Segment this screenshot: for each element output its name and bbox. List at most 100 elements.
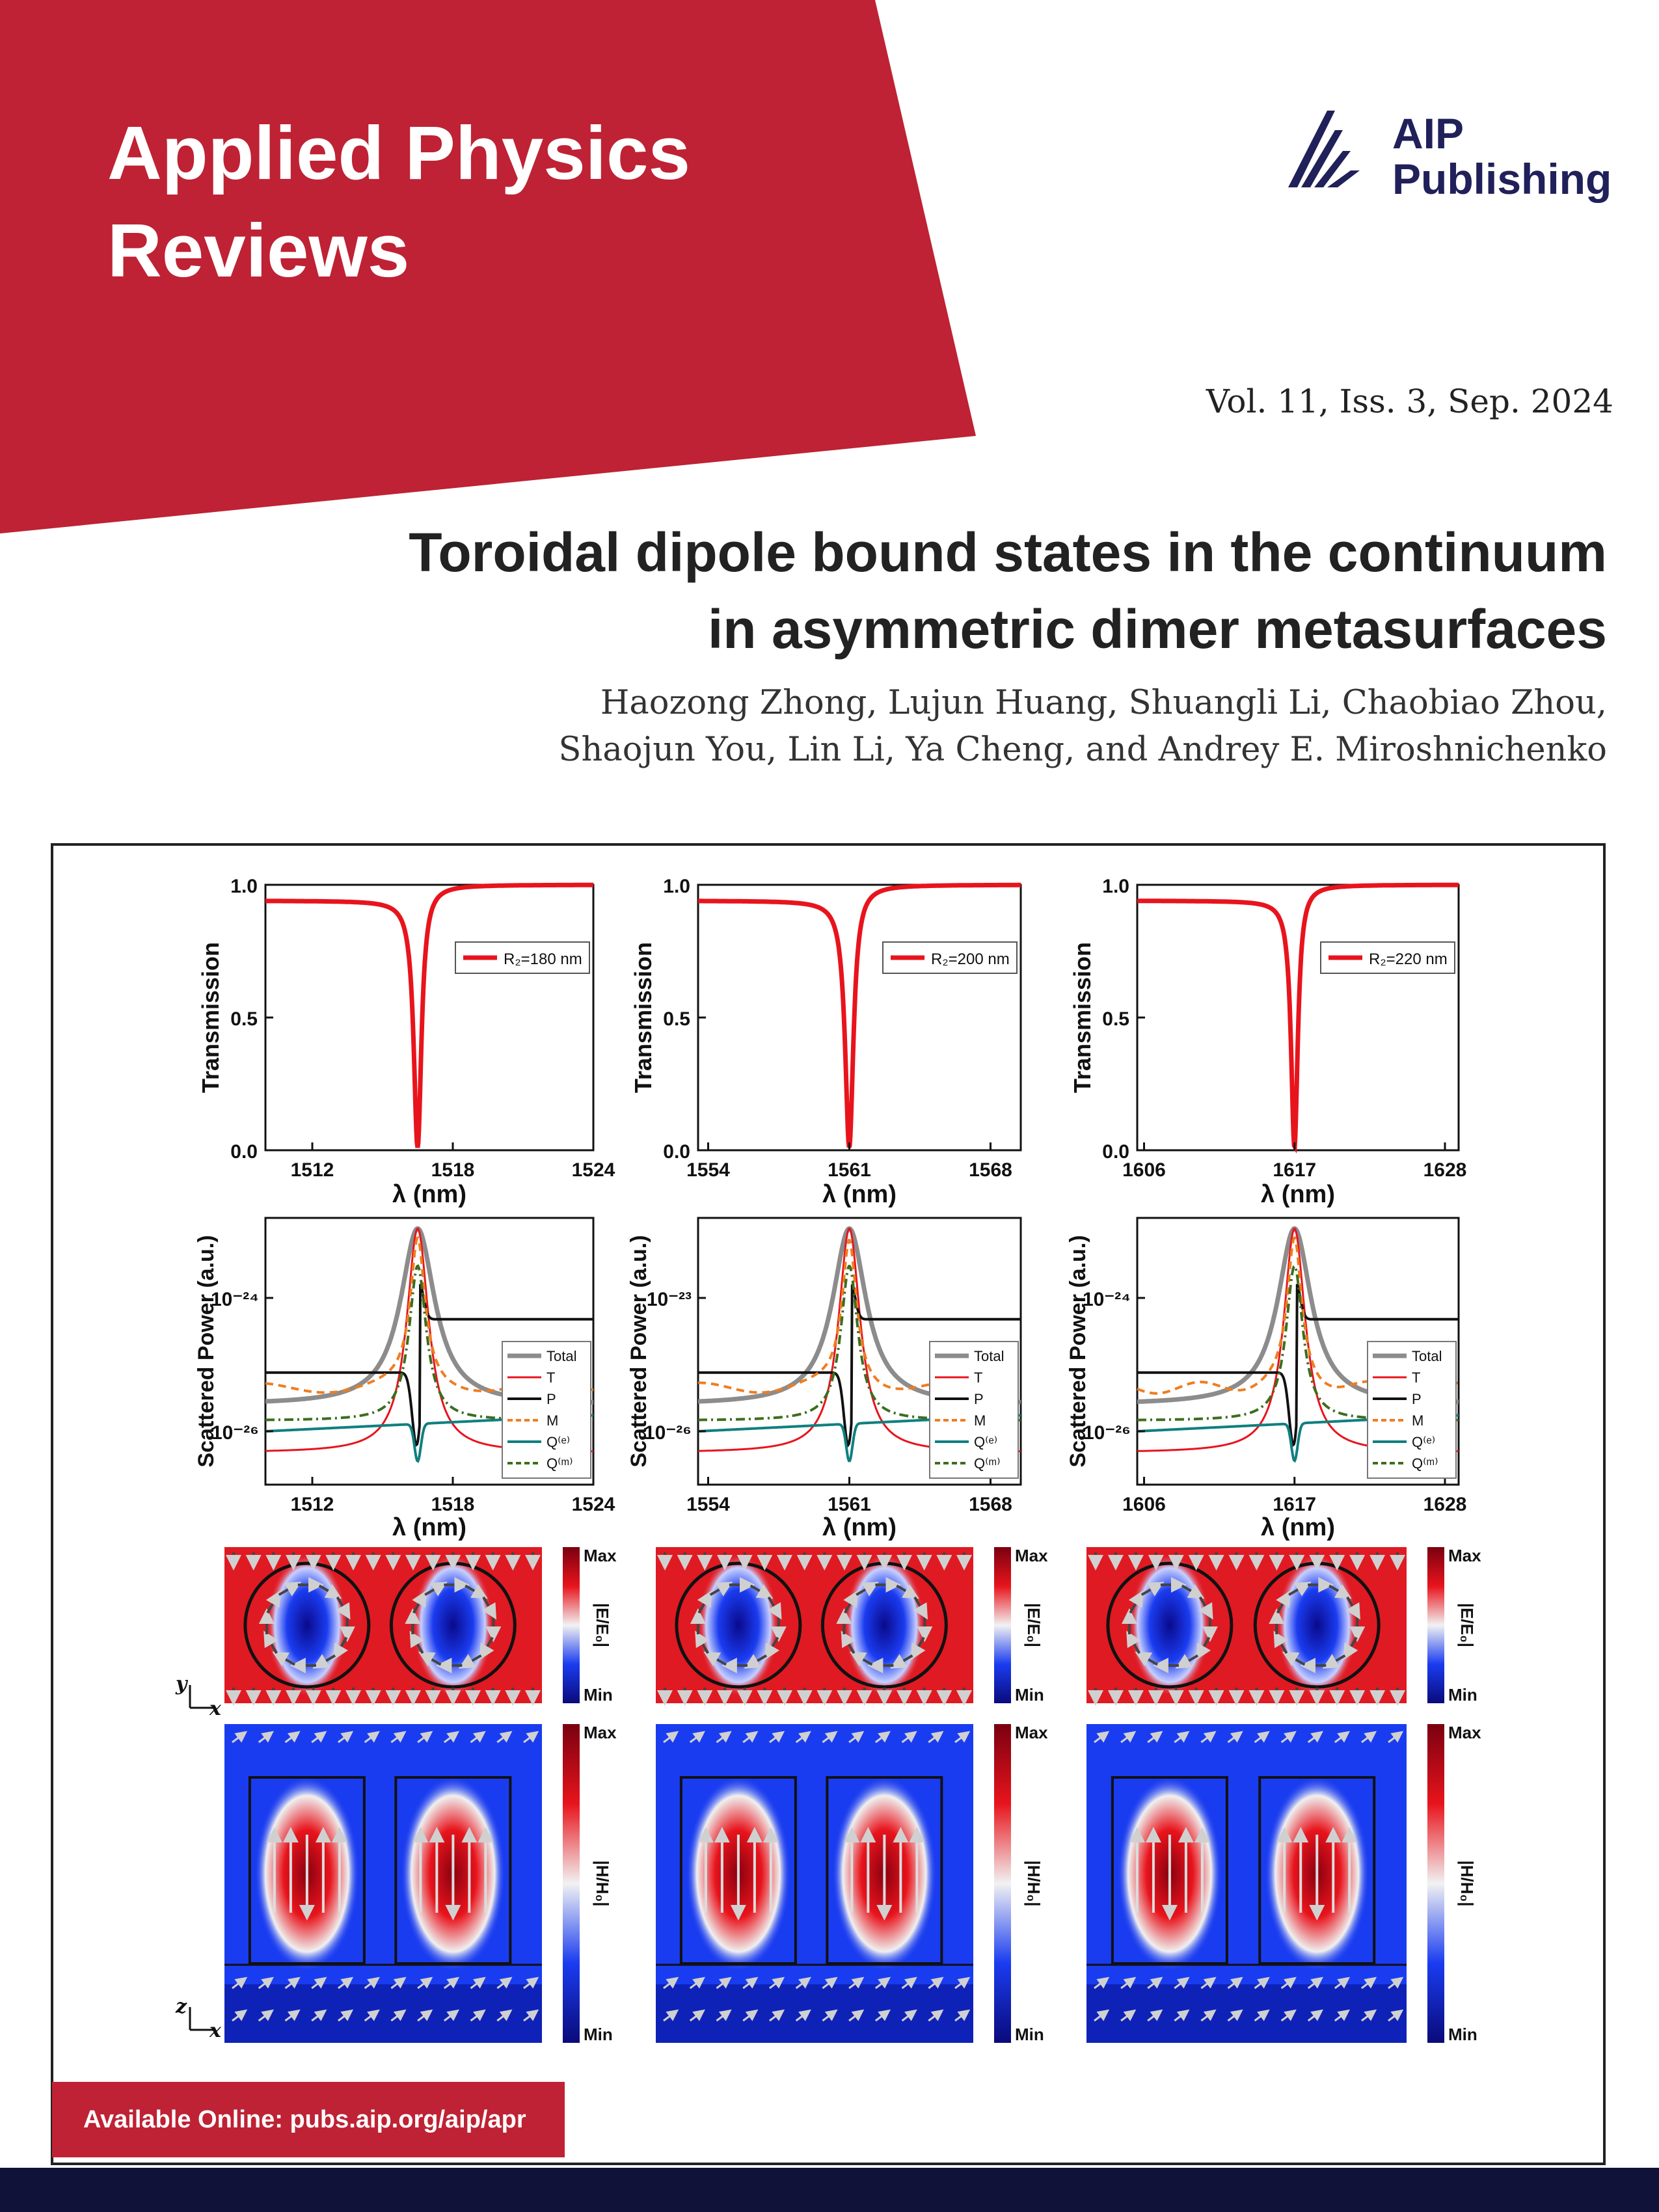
- field-arrow: [663, 2009, 679, 2022]
- series-line: [265, 1284, 593, 1448]
- field-arrow: [1147, 2009, 1163, 2022]
- field-arrow: [1128, 1590, 1144, 1614]
- y-tick-label: 1.0: [663, 876, 690, 897]
- field-arrow: [954, 1976, 971, 1989]
- field-minimum: [412, 1554, 494, 1697]
- series-line: [1137, 1264, 1459, 1422]
- field-arrow: [390, 1976, 407, 1989]
- e-field-map-3: Max Min |E/E₀|: [1086, 1546, 1481, 1706]
- field-arrow: [954, 1731, 971, 1744]
- field-arrow: [848, 1976, 865, 1989]
- x-tick-label: 1554: [686, 1494, 730, 1515]
- field-arrow: [338, 1731, 354, 1744]
- x-tick-label: 1568: [969, 1159, 1012, 1181]
- colorbar: [994, 1547, 1011, 1703]
- x-tick-label: 1518: [431, 1494, 475, 1515]
- available-online-link[interactable]: Available Online: pubs.aip.org/aip/apr: [52, 2082, 565, 2157]
- y-tick-label: 10⁻²⁴: [1083, 1289, 1131, 1310]
- field-arrow: [417, 2009, 433, 2022]
- legend-label: Q⁽ᵐ⁾: [546, 1455, 573, 1472]
- field-arrow: [232, 2009, 248, 2022]
- field-arrow: [742, 1731, 759, 1744]
- footer-bar: [0, 2168, 1659, 2212]
- field-arrow: [716, 2009, 732, 2022]
- journal-title: Applied Physics Reviews: [107, 111, 691, 293]
- field-arrow: [390, 2009, 407, 2022]
- field-arrow: [1254, 2009, 1270, 2022]
- colorbar-max-label: Max: [1015, 1723, 1048, 1742]
- axis-label-x: x: [209, 2019, 222, 2042]
- field-arrow: [874, 1976, 891, 1989]
- colorbar-min-label: Min: [1015, 1685, 1044, 1705]
- field-arrow: [417, 1731, 433, 1744]
- field-arrow: [1174, 1731, 1190, 1744]
- legend-label: Total: [546, 1348, 576, 1364]
- field-arrow: [1126, 1630, 1141, 1654]
- y-axis-label: Transmission: [630, 942, 656, 1093]
- field-arrow: [284, 1731, 301, 1744]
- field-arrow: [1120, 1976, 1137, 1989]
- legend-label: P: [546, 1391, 556, 1407]
- field-arrow: [795, 2009, 811, 2022]
- y-tick-label: 0.0: [1102, 1141, 1129, 1163]
- field-arrow: [769, 1731, 785, 1744]
- field-arrow: [1200, 1976, 1217, 1989]
- field-arrow: [470, 1976, 486, 1989]
- field-arrow: [311, 2009, 327, 2022]
- field-arrow: [822, 1731, 838, 1744]
- field-arrow: [928, 1976, 944, 1989]
- field-arrow: [901, 1731, 917, 1744]
- colorbar: [563, 1547, 580, 1703]
- field-arrow: [911, 1636, 926, 1660]
- x-axis-label: λ (nm): [1261, 1514, 1335, 1541]
- legend-label: Total: [1412, 1348, 1442, 1364]
- y-tick-label: 0.0: [230, 1141, 258, 1163]
- field-arrow: [1135, 1651, 1159, 1667]
- legend-label: T: [546, 1369, 555, 1386]
- field-arrow: [709, 1582, 733, 1597]
- colorbar-min-label: Min: [1015, 2025, 1044, 2044]
- field-arrow: [263, 1630, 278, 1654]
- legend-label: Q⁽ᵉ⁾: [546, 1434, 570, 1450]
- legend-label: R₂=220 nm: [1369, 951, 1448, 968]
- field-arrow: [663, 1976, 679, 1989]
- y-tick-label: 10⁻²⁶: [1083, 1422, 1131, 1444]
- field-arrow: [849, 1651, 873, 1667]
- field-arrow: [795, 1731, 811, 1744]
- field-arrow: [479, 1636, 494, 1660]
- legend-box: [929, 1341, 1019, 1479]
- field-arrow: [1322, 1654, 1346, 1669]
- field-arrow: [258, 2009, 274, 2022]
- field-arrow: [338, 2009, 354, 2022]
- colorbar-min-label: Min: [584, 2025, 613, 2044]
- field-arrow: [458, 1654, 482, 1669]
- x-tick-label: 1606: [1122, 1494, 1166, 1515]
- transmission-series: [1137, 882, 1459, 1154]
- field-arrow: [848, 2009, 865, 2022]
- x-axis-label: λ (nm): [1261, 1181, 1335, 1208]
- field-arrow: [258, 1731, 274, 1744]
- scattering-chart-1: 10⁻²⁴ 10⁻²⁶ 1512 1518 1524 λ (nm) Scattered Po…: [194, 1217, 615, 1541]
- field-arrow: [744, 1654, 768, 1669]
- axis-label-z: z: [175, 1995, 187, 2018]
- field-arrow: [284, 1976, 301, 1989]
- field-arrow: [874, 2009, 891, 2022]
- legend-label: T: [974, 1369, 982, 1386]
- field-arrow: [1227, 1976, 1243, 1989]
- field-arrow: [928, 2009, 944, 2022]
- axis-label-x: x: [209, 1697, 222, 1720]
- y-axis-label: Scattered Power (a.u.): [194, 1235, 219, 1467]
- x-tick-label: 1561: [828, 1494, 871, 1515]
- x-tick-label: 1518: [431, 1159, 475, 1181]
- y-tick-label: 10⁻²⁴: [211, 1289, 259, 1310]
- field-minimum: [1129, 1554, 1210, 1697]
- y-tick-label: 10⁻²⁶: [211, 1422, 259, 1444]
- field-minimum: [844, 1554, 925, 1697]
- field-arrow: [1200, 2009, 1217, 2022]
- field-arrow: [364, 2009, 380, 2022]
- legend-label: M: [546, 1412, 558, 1429]
- field-arrow: [749, 1584, 774, 1599]
- publisher-logo[interactable]: AIP Publishing: [1288, 111, 1613, 202]
- field-arrow: [716, 1976, 732, 1989]
- article-authors: Haozong Zhong, Lujun Huang, Shuangli Li,…: [558, 684, 1607, 769]
